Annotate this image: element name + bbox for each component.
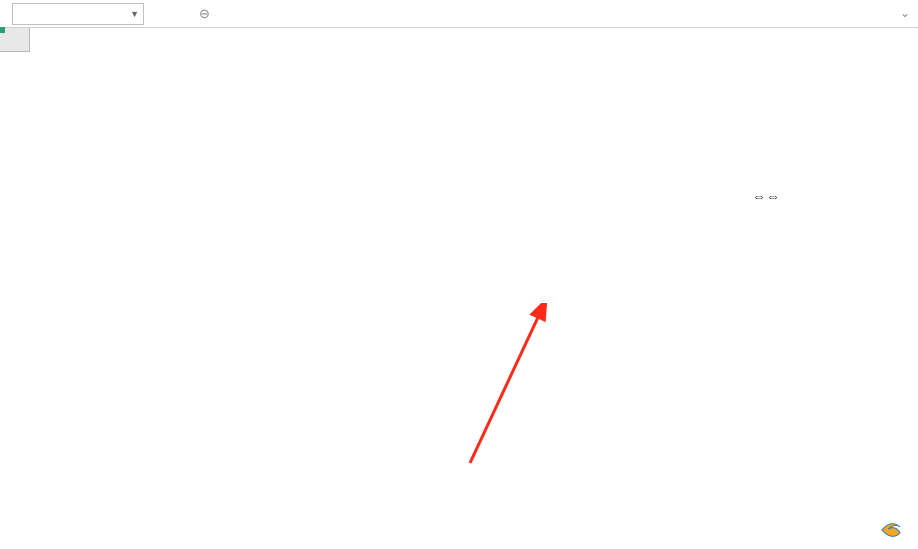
name-box-dropdown-icon[interactable]: ▼	[130, 9, 139, 19]
annotation-arrow	[440, 303, 570, 473]
formula-bar: ▼ ⊖ ⌄	[0, 0, 918, 28]
spreadsheet-grid: ⇔⇔	[0, 28, 918, 549]
watermark	[878, 517, 908, 543]
formula-area: ⊖	[199, 3, 411, 25]
cancel-icon[interactable]: ⊖	[199, 6, 210, 22]
cursor-indicator-icon: ⇔⇔	[752, 188, 780, 204]
name-box[interactable]: ▼	[12, 3, 144, 25]
expand-formula-bar-icon[interactable]: ⌄	[900, 6, 910, 20]
select-all-corner[interactable]	[0, 28, 30, 52]
formula-input[interactable]	[234, 3, 411, 25]
watermark-logo-icon	[878, 517, 904, 543]
